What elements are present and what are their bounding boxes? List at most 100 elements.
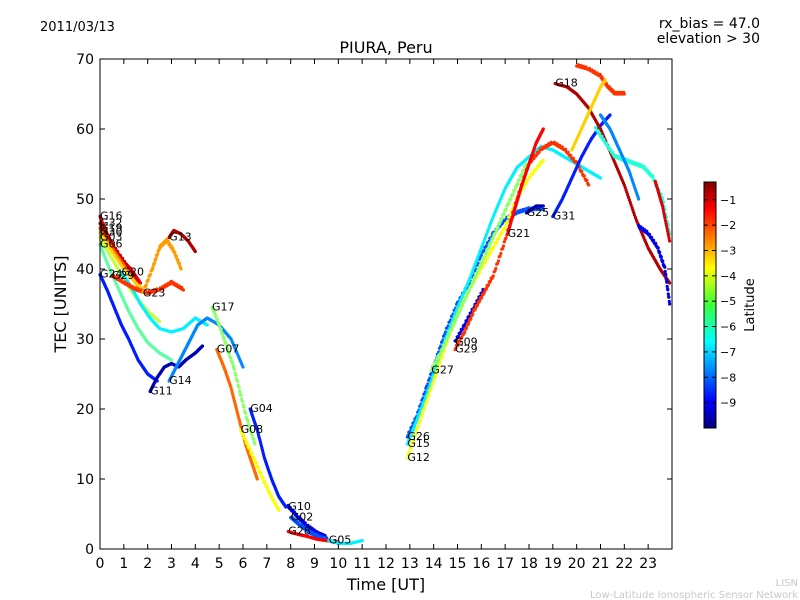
series-g14 [167, 316, 245, 383]
y-tick-label: 30 [76, 332, 94, 348]
x-tick-label: 3 [167, 556, 176, 572]
data-point [241, 432, 245, 436]
data-point [294, 512, 299, 516]
data-point [486, 283, 491, 287]
data-point [564, 147, 568, 151]
data-point [174, 254, 178, 258]
data-point [239, 393, 243, 397]
data-point [434, 372, 438, 376]
colorbar-tick-label: −2 [720, 219, 736, 232]
data-point [587, 183, 591, 187]
series-g27 [429, 162, 529, 373]
data-point [219, 327, 223, 331]
data-point [152, 261, 157, 265]
data-point [506, 219, 510, 223]
data-point [244, 411, 248, 415]
data-point [245, 441, 249, 445]
data-point [504, 207, 508, 211]
series-label: G12 [407, 451, 430, 464]
series-unlabeled [653, 179, 672, 243]
data-point [165, 237, 169, 241]
data-point [622, 92, 626, 96]
data-point [482, 255, 486, 259]
x-tick-label: 10 [329, 556, 347, 572]
data-point [456, 313, 460, 318]
colorbar-tick-label: −8 [720, 371, 736, 384]
data-point [495, 240, 499, 244]
x-tick-label: 20 [568, 556, 586, 572]
data-point [498, 254, 502, 258]
data-point [263, 480, 267, 484]
data-point [418, 418, 422, 422]
data-point [268, 490, 272, 495]
data-point [495, 261, 500, 266]
data-point [504, 236, 508, 240]
x-tick-label: 13 [401, 556, 419, 572]
data-point [492, 244, 496, 249]
series-label: G07 [217, 343, 240, 356]
data-point [131, 272, 135, 276]
data-point [481, 264, 485, 268]
data-point [484, 286, 488, 291]
data-point [253, 442, 257, 446]
data-point [471, 279, 476, 283]
data-point [509, 196, 513, 201]
data-point [116, 249, 120, 253]
data-point [246, 419, 250, 423]
data-point [497, 235, 501, 240]
data-point [247, 424, 251, 428]
x-tick-label: 11 [353, 556, 371, 572]
data-point [166, 239, 170, 244]
x-tick-label: 0 [96, 556, 105, 572]
data-point [611, 150, 615, 154]
data-point [582, 174, 586, 178]
data-point [502, 240, 506, 244]
series-g21 [506, 127, 545, 236]
data-point [484, 244, 488, 248]
data-point [486, 255, 490, 259]
elevation-label: elevation > 30 [657, 31, 760, 47]
y-tick-label: 10 [76, 472, 94, 488]
series-g25 [525, 204, 545, 215]
colorbar-tick-label: −7 [720, 346, 736, 359]
data-point [173, 250, 177, 254]
data-point [658, 250, 662, 254]
data-point [144, 283, 148, 287]
data-point [445, 337, 449, 342]
data-point [480, 295, 484, 299]
data-point [602, 137, 606, 141]
data-point [494, 266, 498, 271]
data-point [227, 351, 231, 355]
data-point [158, 319, 162, 324]
data-point [488, 279, 493, 283]
data-point [513, 187, 517, 192]
data-point [112, 243, 116, 247]
x-tick-label: 4 [191, 556, 200, 572]
data-point [255, 477, 259, 481]
data-point [489, 240, 493, 244]
data-point [221, 332, 225, 336]
data-point [500, 216, 504, 220]
data-point [503, 225, 507, 229]
data-point [222, 336, 226, 340]
data-point [476, 303, 480, 307]
data-point [478, 264, 482, 268]
data-point [127, 266, 131, 270]
date-label: 2011/03/13 [40, 20, 115, 35]
data-point [177, 261, 182, 266]
data-point [665, 280, 669, 284]
data-point [594, 125, 598, 129]
data-point [493, 269, 497, 273]
data-point [142, 288, 146, 292]
data-point [452, 322, 456, 327]
data-point [541, 127, 545, 131]
data-point [518, 177, 522, 181]
x-tick-label: 23 [639, 556, 657, 572]
series-layer [98, 63, 672, 546]
data-point [213, 310, 217, 314]
data-point [507, 201, 511, 205]
data-point [478, 299, 482, 303]
data-point [465, 325, 469, 330]
data-point [241, 399, 245, 403]
